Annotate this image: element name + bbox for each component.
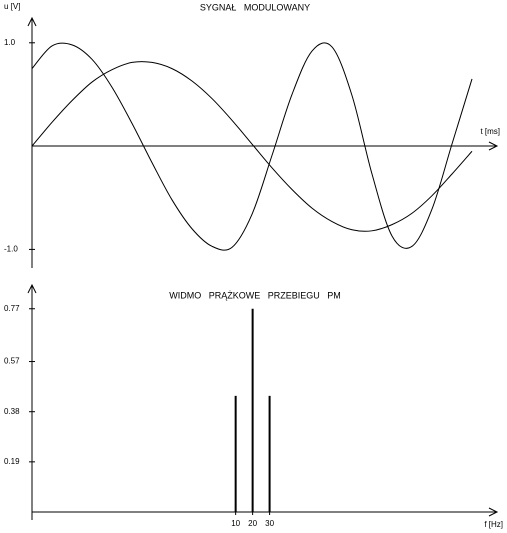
- y-tick-label: -1.0: [4, 245, 18, 254]
- chart-title: SYGNAŁ MODULOWANY: [200, 2, 310, 12]
- y-tick-label: 0.57: [4, 357, 20, 366]
- x-tick-label: 20: [248, 519, 257, 528]
- x-tick-label: 30: [265, 519, 274, 528]
- arrow: [488, 507, 499, 517]
- signal-line: [31, 61, 473, 232]
- signal-line: [31, 42, 473, 251]
- spectral-line: [234, 395, 237, 512]
- x-tick-label: 10: [231, 519, 240, 528]
- y-tick-label: 0.38: [4, 407, 20, 416]
- y-tick-label: 1.0: [4, 38, 16, 47]
- axes: [27, 16, 499, 520]
- y-tick-label: 0.19: [4, 457, 20, 466]
- arrow: [27, 16, 37, 27]
- arrow: [488, 141, 499, 151]
- spectral-line: [251, 308, 254, 512]
- y-axis-label: u [V]: [4, 2, 20, 11]
- y-tick-label: 0.77: [4, 304, 20, 313]
- spectral-line: [268, 395, 271, 512]
- arrow: [27, 283, 37, 294]
- x-axis-label: f [Hz]: [484, 520, 503, 529]
- chart-title: WIDMO PRĄŻKOWE PRZEBIEGU PM: [169, 290, 341, 300]
- x-axis-label: t [ms]: [480, 127, 500, 136]
